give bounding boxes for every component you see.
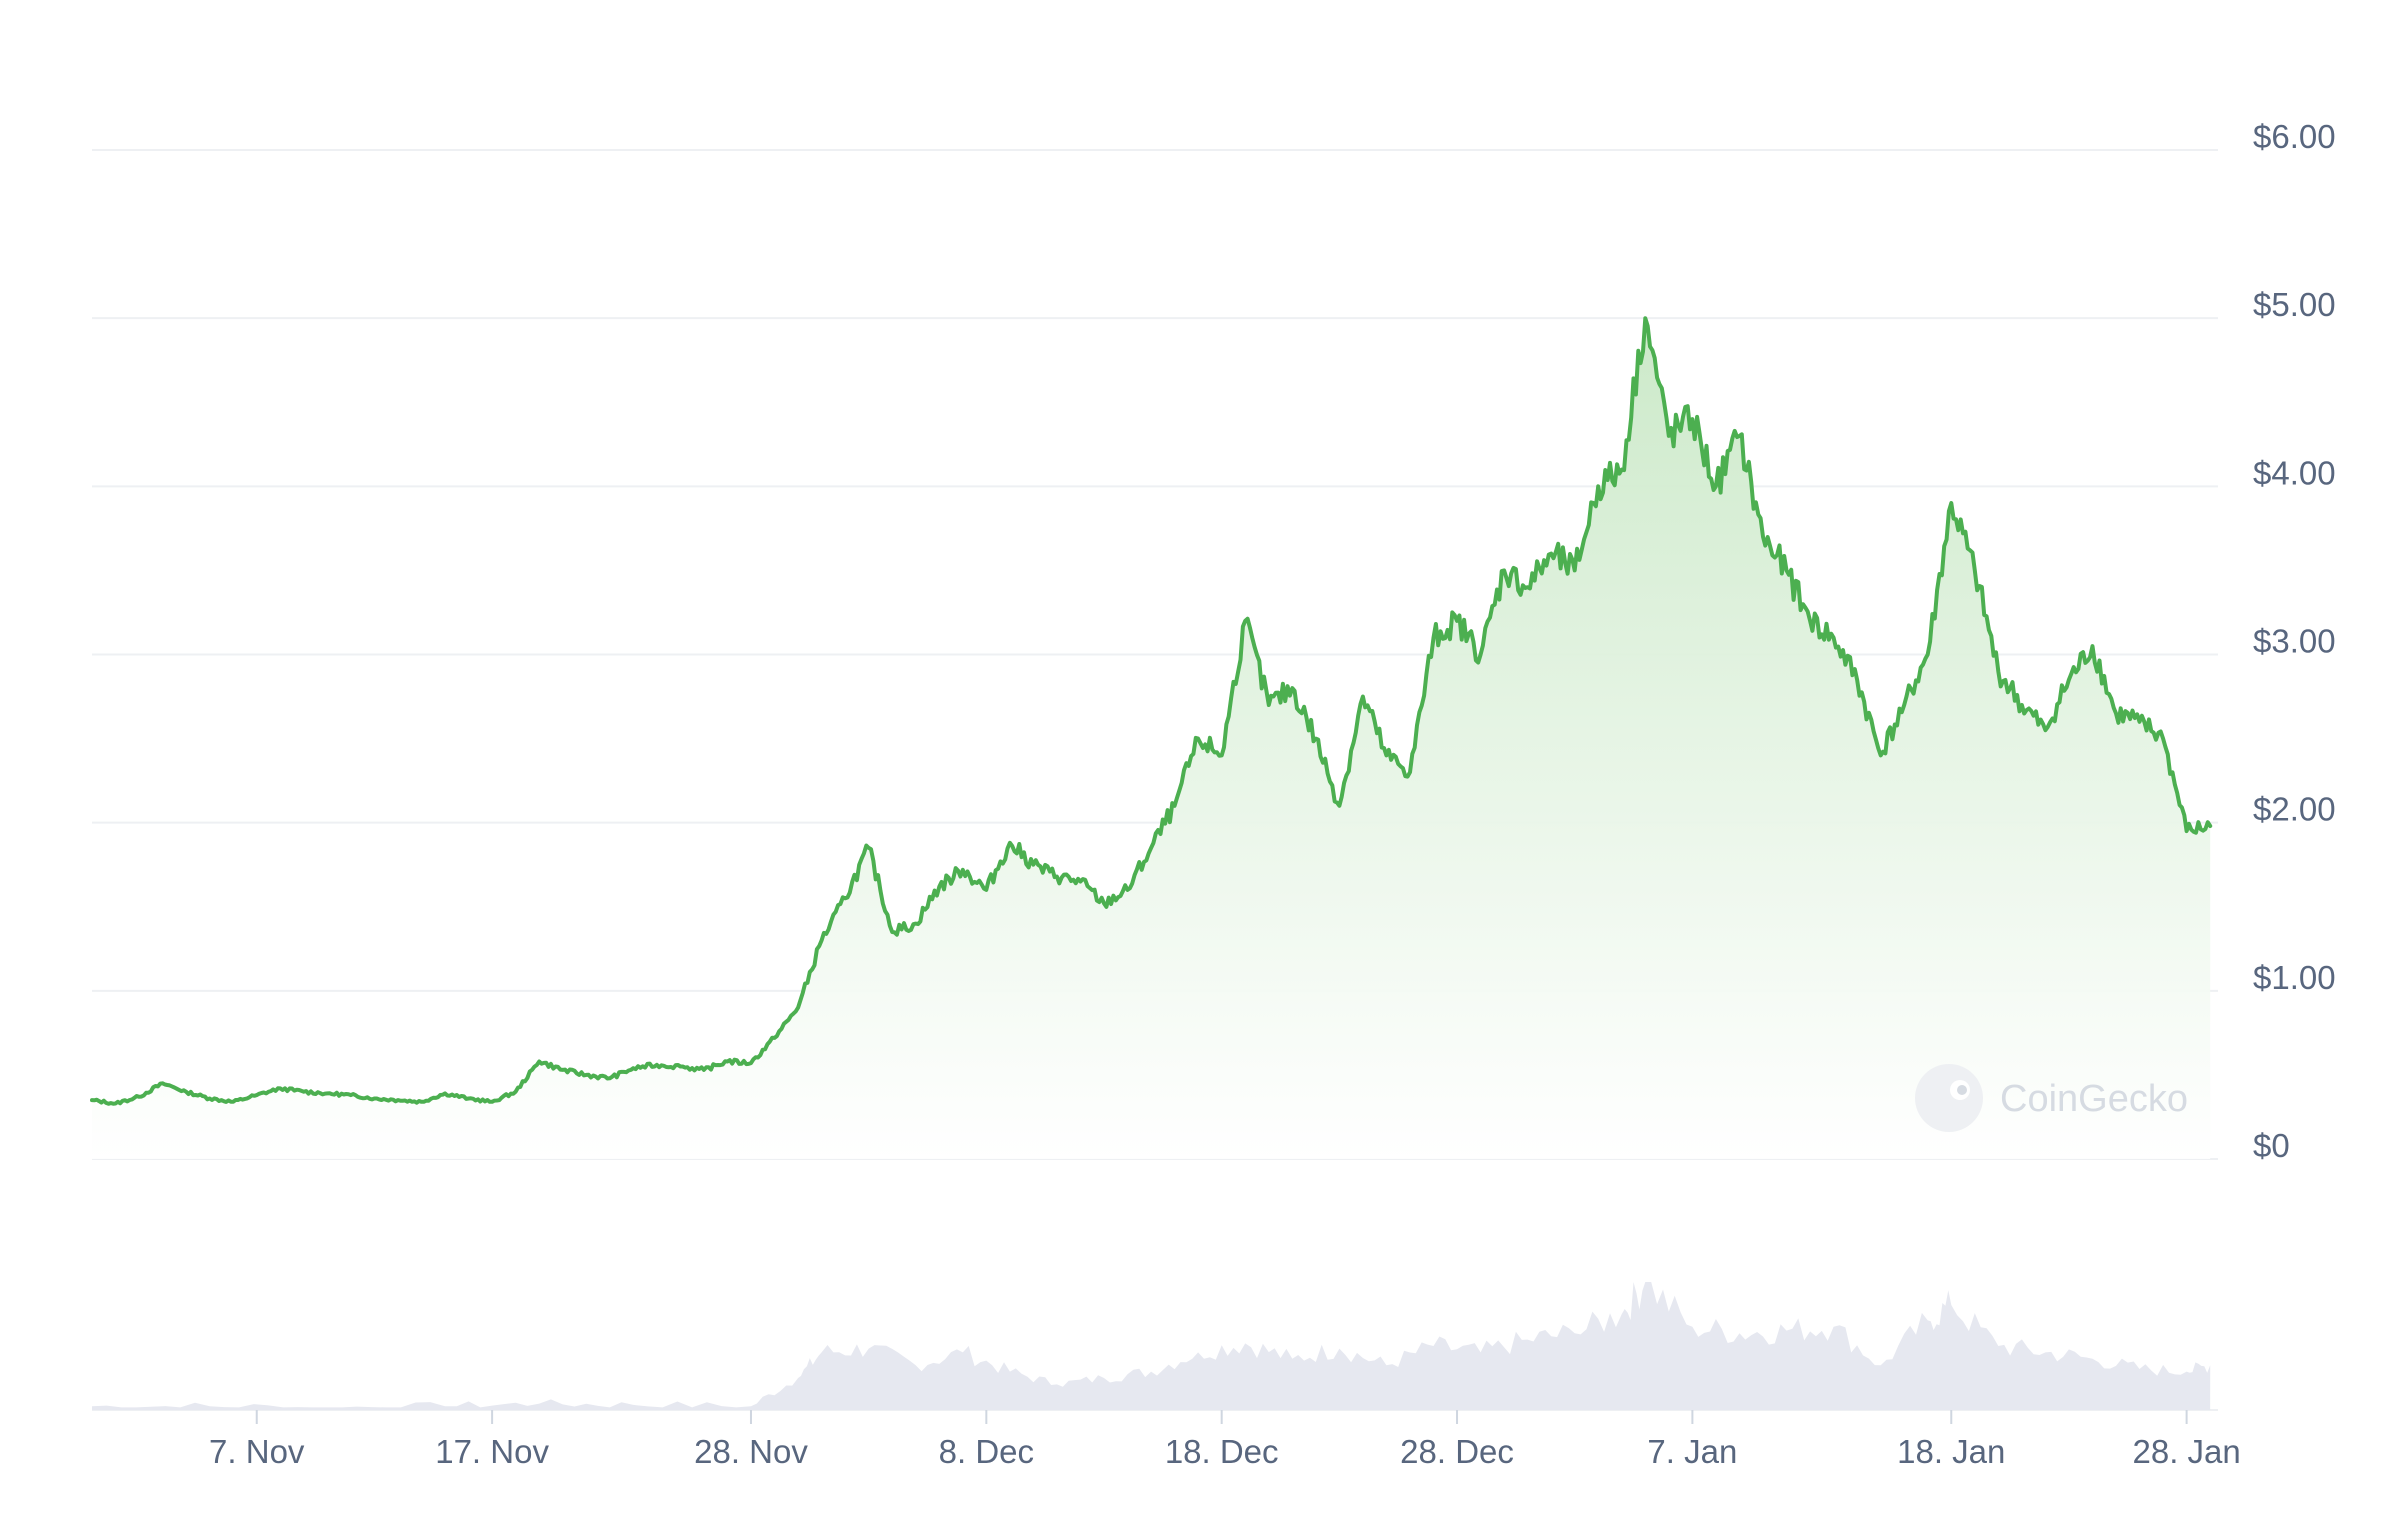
y-tick-label: $4.00 (2253, 454, 2336, 491)
x-axis-ticks: 7. Nov 17. Nov 28. Nov 8. Dec 18. Dec 28. Dec… (209, 1410, 2241, 1470)
price-area (92, 318, 2211, 1159)
x-tick-label: 18. Dec (1165, 1433, 1279, 1470)
gecko-logo-icon (1915, 1064, 1983, 1132)
x-tick-label: 28. Dec (1400, 1433, 1514, 1470)
y-tick-label: $3.00 (2253, 623, 2336, 660)
coingecko-watermark: CoinGecko (1915, 1064, 2188, 1132)
y-tick-label: $5.00 (2253, 286, 2336, 323)
volume-bars (92, 1282, 2211, 1410)
x-tick-label: 18. Jan (1897, 1433, 2005, 1470)
x-tick-label: 8. Dec (939, 1433, 1034, 1470)
x-tick-label: 7. Nov (209, 1433, 305, 1470)
x-tick-label: 28. Nov (694, 1433, 808, 1470)
y-tick-label: $0 (2253, 1127, 2290, 1164)
y-axis-ticks: $6.00 $5.00 $4.00 $3.00 $2.00 $1.00 $0 (2253, 118, 2336, 1164)
y-tick-label: $2.00 (2253, 791, 2336, 828)
y-tick-label: $6.00 (2253, 118, 2336, 155)
y-tick-label: $1.00 (2253, 959, 2336, 996)
price-line-group (90, 316, 2213, 1106)
x-tick-label: 17. Nov (435, 1433, 549, 1470)
volume-area (92, 1282, 2211, 1410)
price-line (90, 316, 2213, 1106)
watermark-label: CoinGecko (2000, 1078, 2188, 1120)
x-tick-label: 7. Jan (1647, 1433, 1737, 1470)
gecko-pupil-icon (1957, 1085, 1967, 1095)
price-area-fill (92, 318, 2211, 1159)
x-tick-label: 28. Jan (2132, 1433, 2240, 1470)
